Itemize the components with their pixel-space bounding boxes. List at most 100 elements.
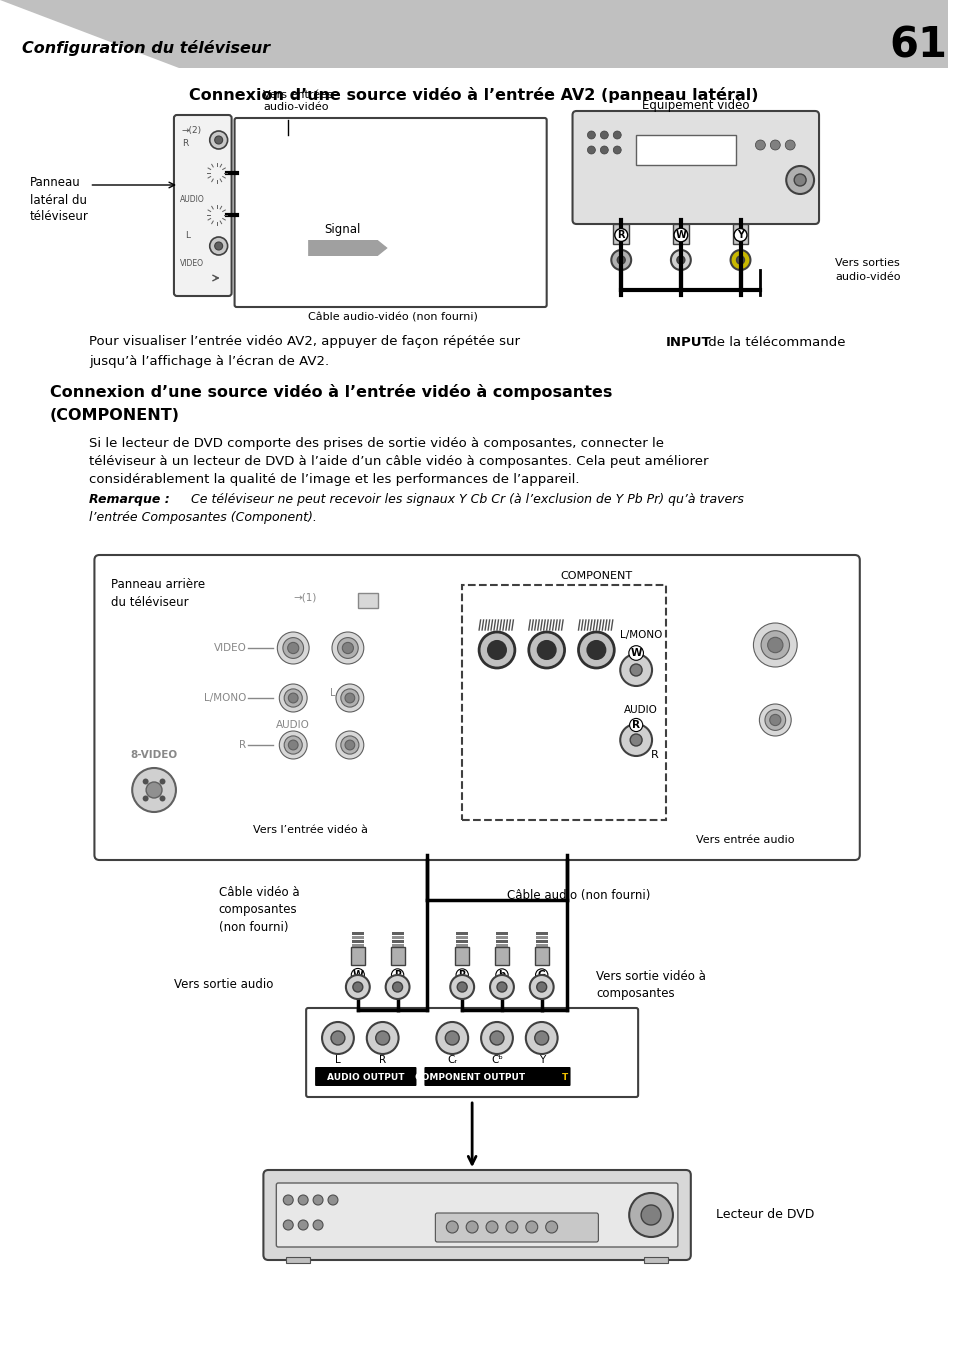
Text: L: L	[335, 1055, 340, 1065]
Bar	[456, 940, 468, 942]
Bar	[352, 940, 363, 942]
Circle shape	[505, 1221, 517, 1233]
Text: INPUT: INPUT	[665, 335, 711, 349]
Circle shape	[332, 631, 363, 664]
Circle shape	[497, 982, 506, 992]
Circle shape	[143, 795, 149, 802]
Text: Connexion d’une source vidéo à l’entrée vidéo à composantes: Connexion d’une source vidéo à l’entrée …	[50, 384, 612, 400]
FancyBboxPatch shape	[314, 1067, 416, 1086]
Text: Vers sortie vidéo à
composantes: Vers sortie vidéo à composantes	[596, 969, 705, 1000]
FancyBboxPatch shape	[306, 1009, 638, 1096]
Circle shape	[755, 141, 764, 150]
Text: Vers l’entrée vidéo à: Vers l’entrée vidéo à	[253, 825, 368, 836]
Circle shape	[488, 641, 505, 658]
Circle shape	[640, 1205, 660, 1225]
Circle shape	[760, 630, 789, 660]
Circle shape	[525, 1221, 537, 1233]
Circle shape	[480, 1022, 513, 1055]
FancyBboxPatch shape	[94, 556, 859, 860]
Circle shape	[466, 1221, 477, 1233]
Text: R: R	[632, 721, 639, 730]
Circle shape	[599, 131, 608, 139]
Bar	[390, 946, 404, 965]
Circle shape	[342, 642, 353, 653]
Circle shape	[793, 174, 805, 187]
Text: Cᵣ: Cᵣ	[447, 1055, 456, 1065]
Circle shape	[210, 131, 228, 149]
Bar	[496, 940, 507, 942]
Polygon shape	[0, 0, 947, 68]
Text: Câble audio-vidéo (non fourni): Câble audio-vidéo (non fourni)	[308, 314, 477, 323]
Circle shape	[436, 1022, 468, 1055]
Circle shape	[340, 735, 358, 754]
Circle shape	[146, 781, 162, 798]
Circle shape	[587, 146, 595, 154]
Circle shape	[214, 242, 222, 250]
Circle shape	[279, 731, 307, 758]
Circle shape	[340, 690, 358, 707]
Circle shape	[385, 975, 409, 999]
Text: Vers sortie audio: Vers sortie audio	[173, 979, 273, 991]
Text: R: R	[394, 969, 401, 980]
Bar	[352, 932, 363, 936]
Circle shape	[759, 704, 790, 735]
Circle shape	[535, 1032, 548, 1045]
Bar	[456, 944, 468, 946]
Bar	[495, 946, 508, 965]
Text: R: R	[617, 230, 624, 241]
Bar	[536, 932, 547, 936]
Circle shape	[785, 166, 813, 193]
Text: L: L	[330, 688, 335, 698]
Circle shape	[619, 654, 651, 685]
Text: téléviseur à un lecteur de DVD à l’aide d’un câble vidéo à composantes. Cela peu: téléviseur à un lecteur de DVD à l’aide …	[90, 454, 708, 468]
Text: b: b	[497, 969, 505, 980]
Circle shape	[446, 1221, 457, 1233]
Circle shape	[619, 725, 651, 756]
Circle shape	[450, 975, 474, 999]
Circle shape	[630, 734, 641, 746]
Bar	[496, 944, 507, 946]
Circle shape	[288, 642, 298, 653]
FancyBboxPatch shape	[572, 111, 819, 224]
Circle shape	[587, 641, 605, 658]
Bar	[286, 1257, 310, 1263]
Text: L: L	[185, 231, 190, 241]
Bar	[352, 952, 363, 955]
Text: R: R	[239, 740, 246, 750]
Circle shape	[545, 1221, 558, 1233]
Circle shape	[784, 141, 795, 150]
Circle shape	[214, 137, 222, 145]
Text: Équipement vidéo: Équipement vidéo	[641, 97, 749, 112]
Circle shape	[456, 982, 467, 992]
Bar	[636, 135, 735, 165]
Bar	[496, 948, 507, 950]
FancyBboxPatch shape	[173, 115, 232, 296]
Circle shape	[298, 1195, 308, 1205]
FancyBboxPatch shape	[234, 118, 546, 307]
Circle shape	[284, 690, 302, 707]
Circle shape	[670, 250, 690, 270]
Text: AUDIO: AUDIO	[276, 721, 310, 730]
Text: →(2): →(2)	[182, 126, 202, 134]
Text: W: W	[352, 969, 363, 980]
Circle shape	[611, 250, 631, 270]
Text: L/MONO: L/MONO	[619, 630, 661, 639]
Polygon shape	[308, 241, 387, 256]
Circle shape	[335, 684, 363, 713]
Bar	[352, 948, 363, 950]
Circle shape	[210, 237, 228, 256]
Text: Ce téléviseur ne peut recevoir les signaux Y Cb Cr (à l’exclusion de Y Pb Pr) qu: Ce téléviseur ne peut recevoir les signa…	[187, 492, 743, 506]
Bar	[672, 224, 688, 243]
Circle shape	[284, 735, 302, 754]
Text: Panneau
latéral du
téléviseur: Panneau latéral du téléviseur	[30, 177, 89, 223]
Circle shape	[617, 256, 624, 264]
Circle shape	[629, 1192, 672, 1237]
Bar	[392, 940, 403, 942]
Circle shape	[353, 982, 362, 992]
Circle shape	[366, 1022, 398, 1055]
Bar	[456, 936, 468, 940]
Text: VIDEO: VIDEO	[180, 258, 204, 268]
Text: L/MONO: L/MONO	[204, 694, 246, 703]
Text: considérablement la qualité de l’image et les performances de l’appareil.: considérablement la qualité de l’image e…	[90, 472, 579, 485]
Text: Configuration du téléviseur: Configuration du téléviseur	[22, 41, 270, 55]
